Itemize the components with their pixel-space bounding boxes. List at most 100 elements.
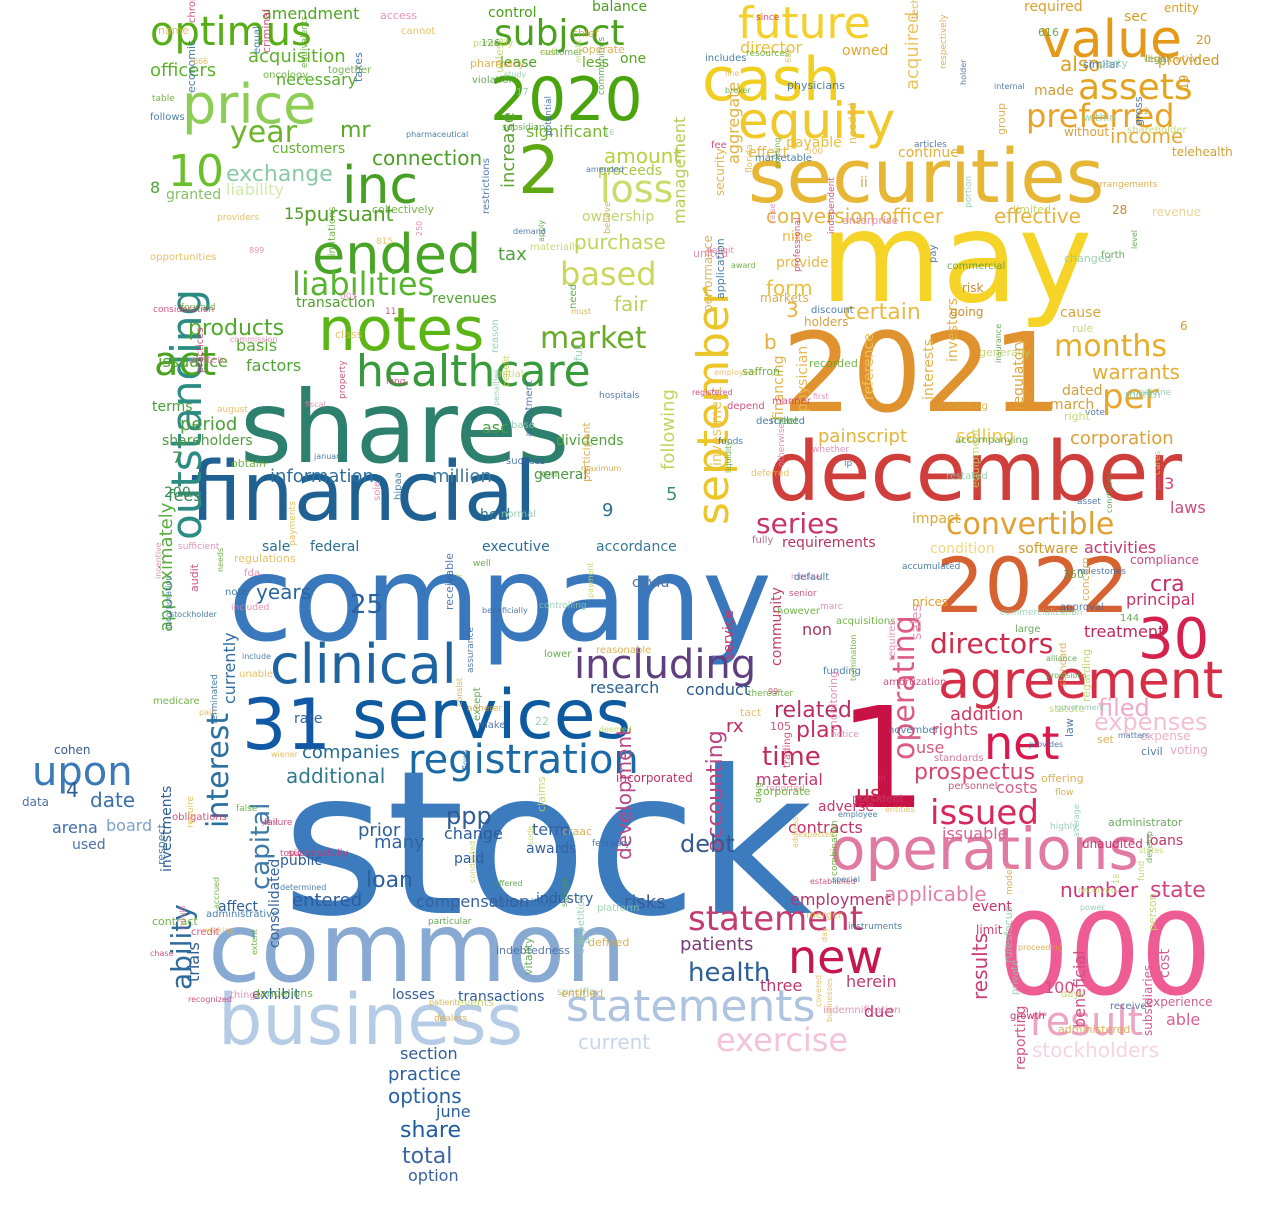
word-products: products [188, 316, 285, 341]
word-fee: fee [711, 140, 727, 151]
word-party: party [1099, 57, 1129, 70]
word-must: must [571, 307, 592, 316]
word-related: related [774, 698, 852, 723]
word-risk: risk [962, 281, 984, 295]
word-technologies: technologies [910, 0, 921, 19]
word-existing: existing [773, 137, 782, 169]
word-commission: commission [230, 335, 278, 344]
word-payable: payable [786, 135, 842, 151]
word-interests: interests [921, 338, 937, 400]
word-144: 144 [1120, 613, 1140, 624]
word-private: private [1010, 959, 1021, 995]
word-combination: combination [830, 820, 840, 876]
word-base: base [511, 420, 535, 431]
word-fair: fair [614, 292, 648, 316]
word-indemnification: indemnification [823, 1005, 901, 1016]
word-financial: financial [190, 445, 537, 540]
word-applicable: applicable [884, 882, 987, 906]
word-fda: fda [244, 568, 260, 579]
word-subsidiary: subsidiary [502, 123, 549, 133]
word-failure: failure [264, 818, 293, 828]
word-mr: mr [340, 118, 371, 143]
word-2021: 2021 [782, 309, 1062, 437]
word-recognized: recognized [188, 995, 232, 1004]
word-depend: depend [727, 401, 765, 412]
word-regulations: regulations [234, 552, 296, 565]
word-claims: claims [535, 776, 548, 812]
word-use: use [916, 738, 945, 757]
word-equivalents: equivalents [300, 15, 310, 68]
word-ii: ii [860, 175, 868, 191]
word-commercial: commercial [947, 261, 1006, 272]
word-rule: rule [1072, 322, 1094, 335]
word-markets: markets [760, 291, 809, 305]
word-management: management [670, 116, 689, 224]
word-accrued: accrued [212, 876, 221, 909]
word-established: established [810, 877, 856, 886]
word-due: due [864, 1002, 895, 1021]
word-conducted: conducted [468, 840, 477, 883]
word-loan: loan [366, 868, 413, 893]
word-experience: experience [1146, 995, 1213, 1009]
word-administrator: administrator [1108, 816, 1183, 829]
word-application: application [714, 238, 727, 299]
word-future: future [738, 0, 871, 49]
word-cash: cash [702, 45, 842, 115]
word-rulesfocus: rulesfocus [1002, 906, 1015, 963]
word-provisions: provisions [1046, 671, 1087, 680]
word-power: power [1080, 903, 1105, 912]
word-3: 3 [786, 298, 799, 322]
word-together: together [328, 65, 372, 76]
word-adverse: adverse [818, 799, 875, 815]
word-dandelions: dandelions [253, 987, 313, 1000]
word-250: 250 [415, 220, 424, 236]
word-state: state [1150, 878, 1206, 903]
word-sale: sale [262, 539, 291, 555]
word-plan: plan [796, 718, 844, 743]
word-marketing: marketing [937, 401, 988, 412]
word-deemed: deemed [599, 725, 632, 734]
word-proceeds: proceeds [598, 163, 663, 179]
word-marc: marc [820, 602, 843, 612]
word-days: days [1061, 989, 1085, 1000]
word-99: 99 [768, 687, 779, 696]
word-executive: executive [482, 539, 550, 555]
word-significant: significant [526, 122, 609, 141]
word-right: right [1064, 410, 1090, 423]
word-topic: topic [280, 849, 303, 859]
word-york: york [261, 818, 279, 827]
word-owned: owned [842, 43, 889, 59]
word-director: director [740, 38, 803, 57]
word-united: united [693, 247, 729, 260]
word-companies: companies [302, 742, 400, 763]
word-line: line [725, 69, 740, 78]
word-equal: equal [252, 26, 263, 54]
word-1: 1 [838, 678, 928, 841]
word-march: march [1050, 397, 1095, 413]
word-month: month [1125, 388, 1161, 401]
word-painscript: painscript [818, 426, 908, 447]
word-community: community [769, 587, 785, 666]
word-code: code [526, 825, 535, 845]
word-requires: requires [887, 620, 898, 661]
word-option: option [408, 1166, 459, 1185]
word-specific: specific [557, 987, 595, 998]
word-level: level [1130, 229, 1139, 249]
word-chronic: chronic [187, 0, 198, 23]
word-december: december [768, 425, 1183, 520]
word-value: value [1040, 10, 1183, 70]
word-4: 4 [66, 778, 79, 802]
word-monitoring: monitoring [827, 670, 840, 731]
word-connection: connection [372, 146, 483, 170]
word-transactions: transactions [458, 989, 545, 1005]
word-reasonable: reasonable [596, 645, 652, 656]
word-costs: costs [996, 778, 1038, 797]
word-lower: lower [544, 649, 572, 660]
word-contracts: contracts [788, 818, 863, 837]
word-warrants: warrants [1092, 360, 1180, 384]
word-materially: materially [530, 242, 581, 253]
word-25: 25 [350, 590, 384, 620]
word-10: 10 [168, 146, 224, 197]
word-paid: paid [454, 851, 485, 867]
